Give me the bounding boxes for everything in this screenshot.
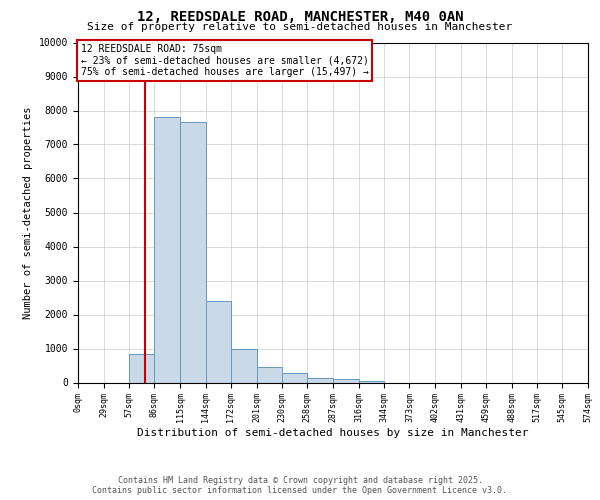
- Text: 12, REEDSDALE ROAD, MANCHESTER, M40 0AN: 12, REEDSDALE ROAD, MANCHESTER, M40 0AN: [137, 10, 463, 24]
- Bar: [359, 381, 383, 382]
- Bar: [307, 378, 333, 382]
- Bar: [206, 301, 231, 382]
- Bar: [154, 118, 180, 382]
- Bar: [231, 348, 257, 382]
- Text: Size of property relative to semi-detached houses in Manchester: Size of property relative to semi-detach…: [88, 22, 512, 32]
- Bar: [333, 379, 359, 382]
- X-axis label: Distribution of semi-detached houses by size in Manchester: Distribution of semi-detached houses by …: [137, 428, 529, 438]
- Bar: [283, 373, 307, 382]
- Bar: [257, 367, 283, 382]
- Text: Contains HM Land Registry data © Crown copyright and database right 2025.
Contai: Contains HM Land Registry data © Crown c…: [92, 476, 508, 495]
- Bar: [180, 122, 206, 382]
- Y-axis label: Number of semi-detached properties: Number of semi-detached properties: [23, 106, 34, 319]
- Text: 12 REEDSDALE ROAD: 75sqm
← 23% of semi-detached houses are smaller (4,672)
75% o: 12 REEDSDALE ROAD: 75sqm ← 23% of semi-d…: [80, 44, 368, 78]
- Bar: [128, 354, 154, 382]
